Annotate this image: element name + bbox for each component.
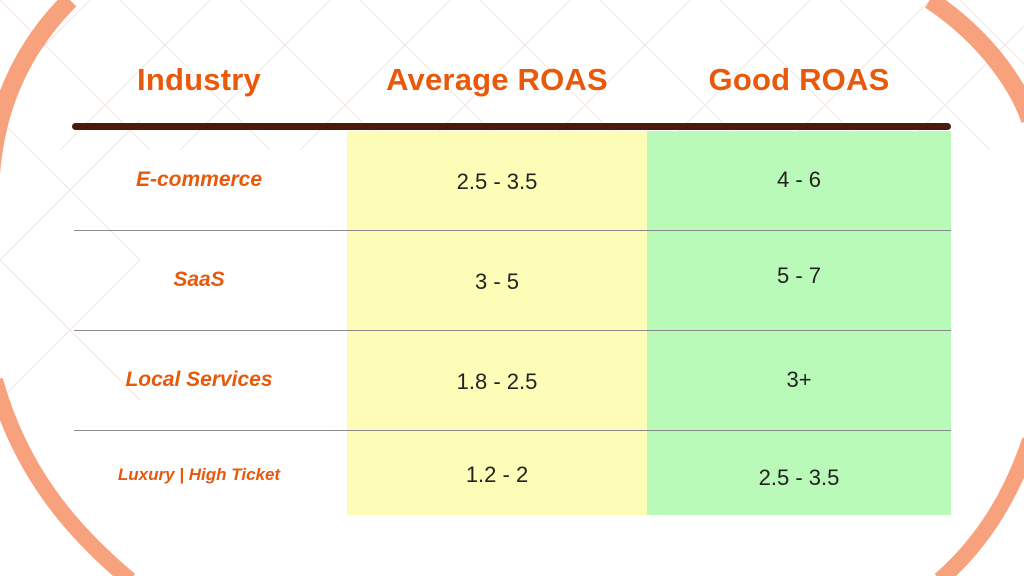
header-industry: Industry xyxy=(137,62,261,97)
ring-right-upper xyxy=(924,0,1024,124)
good-column-fill xyxy=(647,131,951,515)
average-luxury-high-ticket: 1.2 - 2 xyxy=(465,462,529,487)
average-local-services: 1.8 - 2.5 xyxy=(456,369,538,394)
industry-saas: SaaS xyxy=(173,268,225,291)
row-separator xyxy=(74,230,951,231)
average-ecommerce: 2.5 - 3.5 xyxy=(456,169,538,194)
header-average-roas: Average ROAS xyxy=(386,62,608,97)
industry-luxury-high-ticket: Luxury | High Ticket xyxy=(117,465,281,484)
average-column-fill xyxy=(347,131,647,515)
ring-right-lower xyxy=(934,437,1024,576)
ring-left-outer xyxy=(0,0,77,174)
background-diamond-pattern xyxy=(0,0,1024,401)
good-local-services: 3+ xyxy=(786,367,812,392)
ring-left-lower xyxy=(0,377,136,576)
industry-local-services: Local Services xyxy=(125,368,273,391)
good-saas: 5 - 7 xyxy=(776,263,822,288)
header-rule xyxy=(72,123,951,130)
good-ecommerce: 4 - 6 xyxy=(776,167,822,192)
good-luxury-high-ticket: 2.5 - 3.5 xyxy=(758,465,840,490)
average-saas: 3 - 5 xyxy=(474,269,520,294)
industry-ecommerce: E-commerce xyxy=(135,168,263,191)
header-good-roas: Good ROAS xyxy=(708,62,890,97)
row-separator xyxy=(74,330,951,331)
row-separator xyxy=(74,430,951,431)
